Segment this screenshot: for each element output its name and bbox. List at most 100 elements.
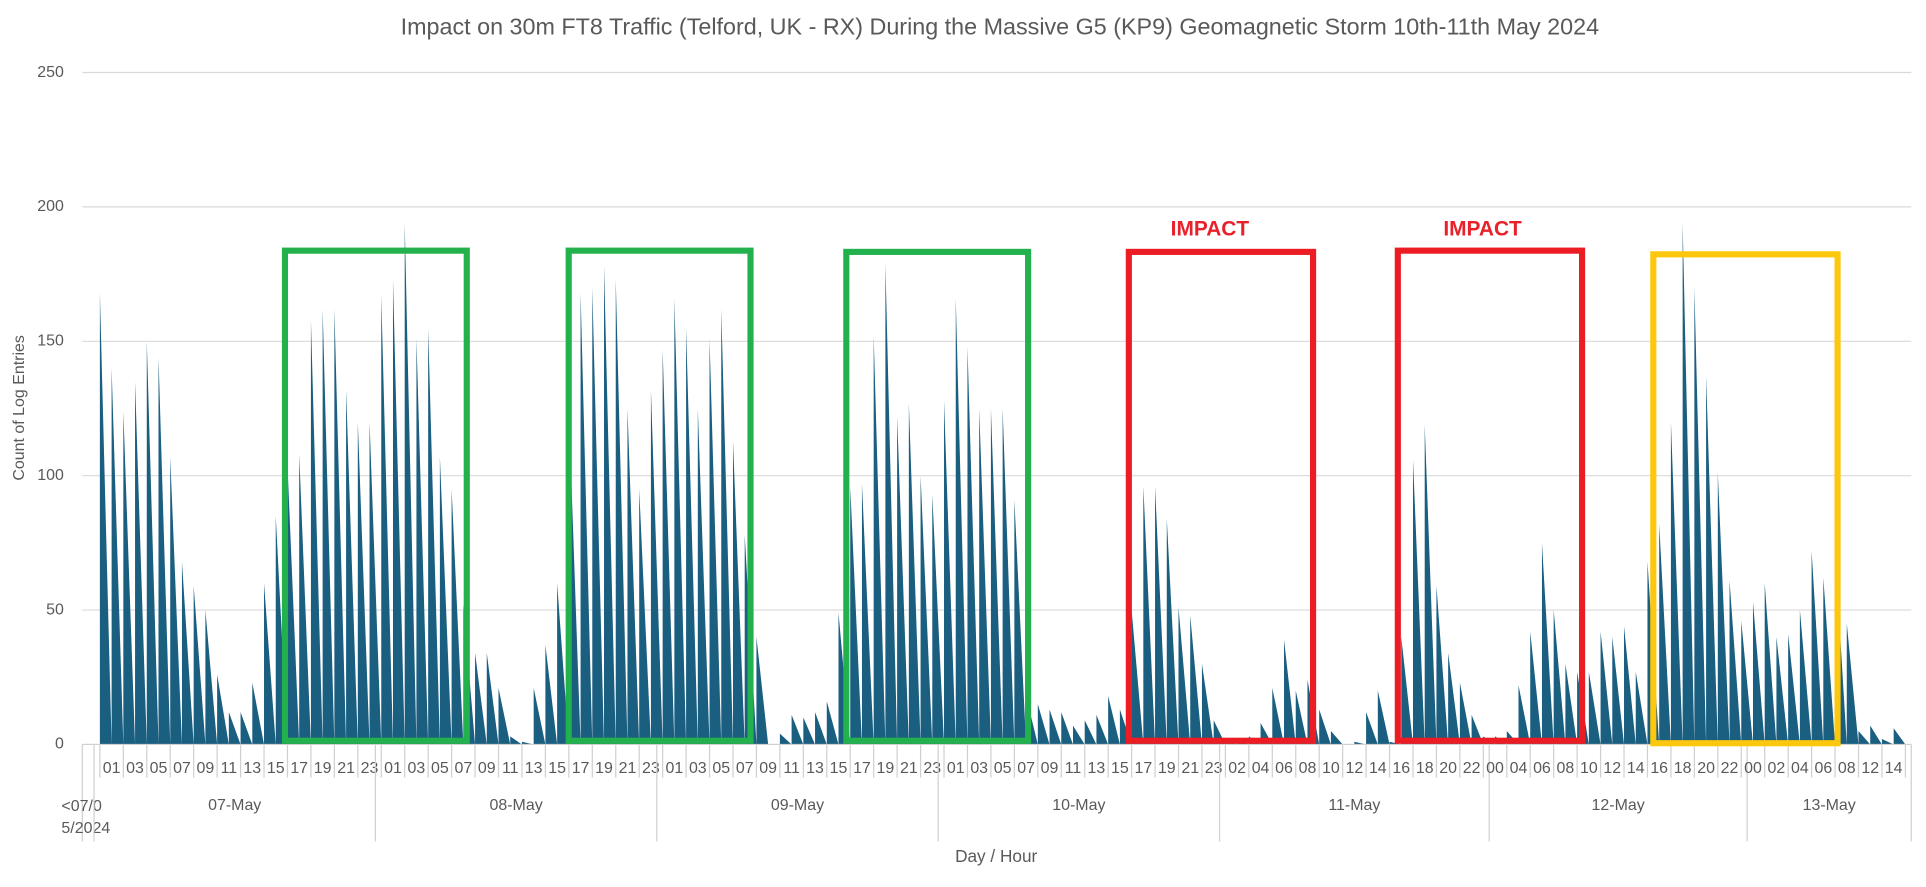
x-tick-label: 08 xyxy=(1557,760,1575,777)
area xyxy=(88,223,1906,745)
x-tick-label: 09 xyxy=(1041,760,1059,777)
x-tick-label: 05 xyxy=(431,760,449,777)
x-tick-label: 16 xyxy=(1650,760,1668,777)
x-tick-label: 18 xyxy=(1416,760,1434,777)
impact-box xyxy=(1394,247,1586,744)
x-tick-label: 21 xyxy=(1181,760,1199,777)
x-tick-label: 15 xyxy=(267,760,285,777)
annotation-label: IMPACT xyxy=(1443,217,1522,240)
x-tick-label: 22 xyxy=(1721,760,1739,777)
highlight-box xyxy=(843,248,1032,744)
y-tick-label: 100 xyxy=(37,467,64,484)
x-tick-label: 01 xyxy=(384,760,402,777)
x-tick-label: 17 xyxy=(853,760,871,777)
x-tick-label: 19 xyxy=(877,760,895,777)
x-tick-label: 10 xyxy=(1580,760,1598,777)
x-group-label: 09-May xyxy=(771,797,824,814)
highlight-box xyxy=(1650,251,1841,747)
x-tick-label: 14 xyxy=(1627,760,1645,777)
annotation-label: IMPACT xyxy=(1171,217,1250,240)
x-tick-label: 05 xyxy=(150,760,168,777)
highlight-box xyxy=(281,247,470,744)
x-tick-label: 21 xyxy=(337,760,355,777)
y-tick-label: 50 xyxy=(46,601,64,618)
x-tick-label: 19 xyxy=(1158,760,1176,777)
y-tick-label: 0 xyxy=(55,736,64,753)
x-tick-label: 18 xyxy=(1674,760,1692,777)
x-tick-label: 11 xyxy=(783,760,800,777)
x-tick-label: 00 xyxy=(1744,760,1762,777)
x-tick-label: 03 xyxy=(408,760,426,777)
x-tick-label: 07 xyxy=(454,760,472,777)
x-tick-label: 02 xyxy=(1228,760,1246,777)
x-tick-label: 04 xyxy=(1791,760,1809,777)
x-tick-label: 01 xyxy=(103,760,121,777)
x-tick-label: 07 xyxy=(736,760,754,777)
x-tick-label: 21 xyxy=(619,760,637,777)
x-tick-label: 13 xyxy=(525,760,543,777)
x-tick-label: 13 xyxy=(1088,760,1106,777)
x-tick-label: 06 xyxy=(1275,760,1293,777)
x-tick-label: 01 xyxy=(665,760,683,777)
highlight-box xyxy=(565,247,754,744)
x-tick-label: 11 xyxy=(502,760,519,777)
x-tick-label: 13 xyxy=(806,760,824,777)
x-group-label: 10-May xyxy=(1052,797,1105,814)
x-group-label-box: <07/05/2024 xyxy=(61,796,111,837)
annotations: IMPACT IMPACT xyxy=(281,217,1841,747)
x-tick-label: 01 xyxy=(947,760,965,777)
x-tick-label: 02 xyxy=(1768,760,1786,777)
x-tick-label: 03 xyxy=(126,760,144,777)
x-tick-label: 23 xyxy=(923,760,941,777)
x-tick-label: 09 xyxy=(759,760,777,777)
x-tick-label: 08 xyxy=(1838,760,1856,777)
y-tick-label: 250 xyxy=(37,64,64,81)
x-tick-label: 03 xyxy=(689,760,707,777)
x-tick-label: 17 xyxy=(572,760,590,777)
x-tick-label: 12 xyxy=(1603,760,1621,777)
x-group-label: 13-May xyxy=(1803,797,1856,814)
x-tick-label: 09 xyxy=(478,760,496,777)
x-tick-label: 16 xyxy=(1392,760,1410,777)
x-tick-label: 20 xyxy=(1697,760,1715,777)
x-tick-label: 05 xyxy=(712,760,730,777)
x-tick-label: 17 xyxy=(1134,760,1152,777)
x-tick-label: 11 xyxy=(1065,760,1082,777)
x-tick-label: 09 xyxy=(197,760,215,777)
chart-title: Impact on 30m FT8 Traffic (Telford, UK -… xyxy=(401,13,1599,39)
x-tick-label: 14 xyxy=(1885,760,1903,777)
x-tick-label: 22 xyxy=(1463,760,1481,777)
x-tick-label: 14 xyxy=(1369,760,1387,777)
x-group-label: 12-May xyxy=(1592,797,1645,814)
x-tick-label: 19 xyxy=(595,760,613,777)
x-tick-label: 10 xyxy=(1322,760,1340,777)
x-tick-label: 15 xyxy=(548,760,566,777)
x-tick-label: 04 xyxy=(1252,760,1270,777)
x-tick-label: 00 xyxy=(1486,760,1504,777)
y-tick-label: 200 xyxy=(37,198,64,215)
impact-box xyxy=(1125,248,1317,744)
x-tick-label: 12 xyxy=(1861,760,1879,777)
x-tick-label: 23 xyxy=(1205,760,1223,777)
y-tick-label: 150 xyxy=(37,333,64,350)
x-tick-label: 03 xyxy=(970,760,988,777)
x-tick-label: 05 xyxy=(994,760,1012,777)
x-tick-label: 17 xyxy=(290,760,308,777)
x-tick-label: 20 xyxy=(1439,760,1457,777)
x-tick-label: 07 xyxy=(1017,760,1035,777)
x-tick-label: 11 xyxy=(221,760,238,777)
x-tick-label: 21 xyxy=(900,760,918,777)
x-group-label: 07-May xyxy=(208,797,261,814)
x-tick-label: 19 xyxy=(314,760,332,777)
x-tick-label: 04 xyxy=(1510,760,1528,777)
x-tick-label: 12 xyxy=(1345,760,1363,777)
x-tick-label: 23 xyxy=(361,760,379,777)
x-group-label: 08-May xyxy=(489,797,542,814)
x-tick-label: 13 xyxy=(243,760,261,777)
x-group-label: 11-May xyxy=(1328,797,1380,814)
x-group-label: <07/05/2024 xyxy=(61,796,111,837)
x-tick-label: 08 xyxy=(1299,760,1317,777)
x-tick-label: 06 xyxy=(1814,760,1832,777)
